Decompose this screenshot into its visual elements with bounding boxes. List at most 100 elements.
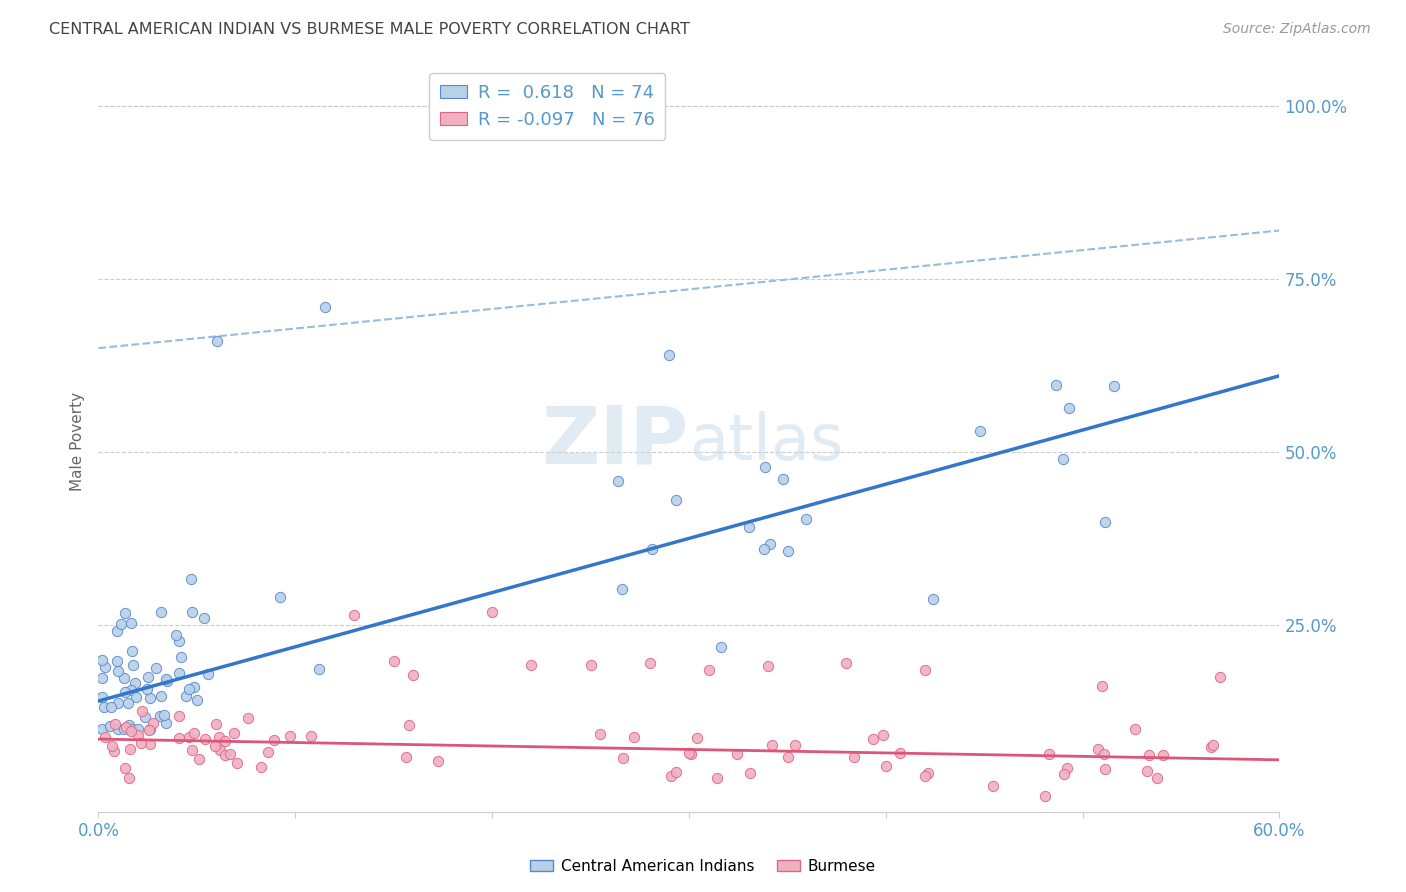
Point: [638, 656, 661, 670]
Point: [127, 729, 149, 743]
Point: [112, 722, 135, 736]
Point: [921, 591, 943, 606]
Point: [1091, 679, 1114, 693]
Y-axis label: Male Poverty: Male Poverty: [69, 392, 84, 491]
Point: [120, 723, 142, 738]
Point: [136, 681, 159, 696]
Point: [105, 654, 128, 668]
Point: [121, 722, 143, 736]
Point: [218, 747, 240, 761]
Point: [914, 663, 936, 677]
Point: [138, 737, 160, 751]
Point: [862, 732, 884, 747]
Text: CENTRAL AMERICAN INDIAN VS BURMESE MALE POVERTY CORRELATION CHART: CENTRAL AMERICAN INDIAN VS BURMESE MALE …: [49, 22, 690, 37]
Point: [623, 731, 645, 745]
Point: [167, 666, 190, 681]
Point: [114, 762, 136, 776]
Point: [382, 654, 405, 668]
Point: [1056, 761, 1078, 775]
Point: [100, 739, 122, 753]
Point: [589, 727, 612, 741]
Point: [969, 424, 991, 438]
Point: [772, 472, 794, 486]
Point: [91, 671, 114, 685]
Point: [209, 743, 232, 757]
Point: [94, 731, 117, 745]
Point: [138, 723, 160, 737]
Point: [114, 720, 136, 734]
Point: [1146, 771, 1168, 785]
Point: [236, 711, 259, 725]
Point: [114, 685, 136, 699]
Point: [145, 661, 167, 675]
Point: [118, 771, 141, 785]
Point: [612, 750, 634, 764]
Point: [612, 582, 634, 597]
Point: [122, 658, 145, 673]
Point: [205, 717, 228, 731]
Point: [579, 658, 602, 673]
Point: [665, 765, 688, 780]
Point: [91, 653, 114, 667]
Point: [678, 746, 700, 760]
Point: [103, 744, 125, 758]
Point: [100, 719, 122, 733]
Point: [314, 300, 336, 314]
Point: [118, 741, 141, 756]
Point: [776, 544, 799, 558]
Point: [1033, 789, 1056, 804]
Point: [299, 729, 322, 743]
Point: [754, 460, 776, 475]
Point: [167, 709, 190, 723]
Point: [778, 750, 800, 764]
Point: [179, 681, 201, 696]
Point: [1057, 401, 1080, 415]
Point: [205, 334, 228, 349]
Point: [842, 749, 865, 764]
Point: [188, 752, 211, 766]
Point: [889, 746, 911, 760]
Point: [914, 769, 936, 783]
Point: [659, 769, 682, 783]
Point: [183, 680, 205, 694]
Point: [1092, 747, 1115, 762]
Point: [91, 722, 114, 736]
Point: [149, 708, 172, 723]
Point: [1038, 747, 1060, 761]
Point: [114, 606, 136, 620]
Point: [142, 715, 165, 730]
Point: [222, 726, 245, 740]
Point: [1152, 747, 1174, 762]
Point: [738, 765, 761, 780]
Text: Source: ZipAtlas.com: Source: ZipAtlas.com: [1223, 22, 1371, 37]
Point: [1045, 378, 1067, 392]
Point: [112, 671, 135, 685]
Point: [180, 743, 202, 757]
Point: [136, 671, 159, 685]
Point: [1136, 764, 1159, 779]
Point: [686, 731, 709, 745]
Point: [169, 634, 191, 648]
Point: [343, 607, 366, 622]
Point: [398, 718, 420, 732]
Point: [706, 771, 728, 785]
Point: [107, 722, 129, 736]
Point: [124, 676, 146, 690]
Point: [308, 662, 330, 676]
Point: [794, 511, 817, 525]
Point: [214, 734, 236, 748]
Point: [226, 756, 249, 770]
Point: [1137, 748, 1160, 763]
Point: [150, 606, 173, 620]
Point: [107, 665, 129, 679]
Point: [194, 731, 217, 746]
Point: [1094, 515, 1116, 529]
Point: [758, 537, 780, 551]
Legend: Central American Indians, Burmese: Central American Indians, Burmese: [524, 853, 882, 880]
Point: [738, 520, 761, 534]
Point: [186, 693, 208, 707]
Point: [131, 704, 153, 718]
Point: [402, 667, 425, 681]
Point: [658, 348, 681, 362]
Point: [697, 663, 720, 677]
